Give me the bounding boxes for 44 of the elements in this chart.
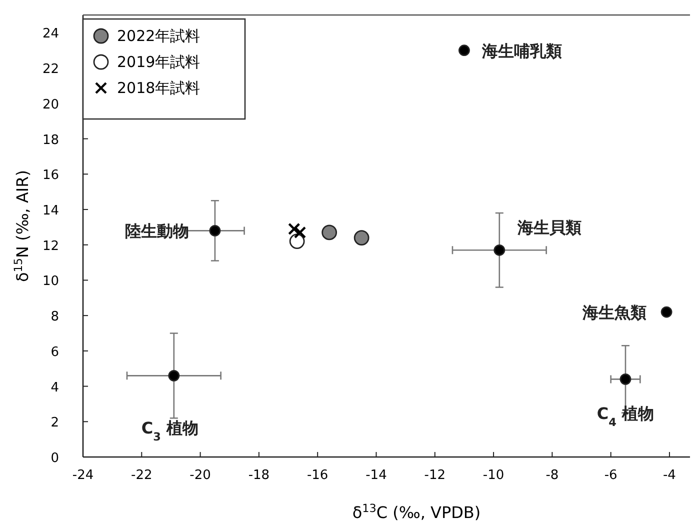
annotation: C$_{3}$ 植物	[141, 418, 198, 444]
x-tick-label: -16	[306, 468, 328, 483]
legend-label: 2019年試料	[117, 53, 200, 71]
x-tick-label: -20	[190, 468, 211, 483]
x-tick-label: -8	[546, 468, 559, 483]
legend-label: 2018年試料	[117, 79, 200, 97]
point	[294, 226, 306, 239]
point	[322, 224, 338, 240]
annotation: 海生貝類	[517, 218, 582, 238]
y-tick-label: 4	[50, 380, 59, 396]
x-tick-label: -24	[72, 468, 94, 483]
y-tick-label: 18	[42, 132, 59, 148]
x-tick-label: -6	[604, 468, 618, 483]
annotation: C$_{4}$ 植物	[596, 404, 654, 429]
y-tick-label: 22	[42, 62, 59, 78]
x-tick-label: -14	[366, 468, 387, 483]
x-tick-label: -4	[662, 468, 676, 483]
point	[494, 244, 506, 256]
y-tick-label: 16	[42, 168, 59, 184]
x-axis-title: δ$^{13}$C (‰, VPDB)	[352, 502, 481, 522]
y-tick-label: 0	[50, 451, 59, 466]
y-tick-label: 14	[42, 203, 59, 218]
point	[168, 370, 180, 382]
annotation: 陸生動物	[124, 222, 189, 241]
y-tick-label: 2	[50, 416, 59, 431]
point	[354, 230, 370, 246]
legend-label: 2022年試料	[117, 27, 200, 45]
point	[288, 222, 300, 236]
y-tick-label: 8	[50, 310, 59, 325]
x-tick-label: -18	[248, 468, 270, 483]
y-tick-label: 20	[42, 97, 59, 112]
x-tick-label: -12	[424, 468, 446, 483]
x-tick-label: -10	[482, 468, 504, 483]
annotation: 海生魚類	[582, 303, 647, 322]
point	[458, 44, 470, 56]
point	[620, 374, 632, 385]
y-tick-label: 10	[42, 274, 59, 290]
point	[660, 306, 672, 318]
annotation: 海生哺乳類	[482, 41, 562, 60]
x-tick-label: -22	[131, 468, 152, 483]
y-tick-label: 6	[50, 344, 59, 360]
point	[209, 224, 221, 236]
y-tick-label: 24	[42, 26, 59, 42]
y-tick-label: 12	[42, 238, 59, 254]
